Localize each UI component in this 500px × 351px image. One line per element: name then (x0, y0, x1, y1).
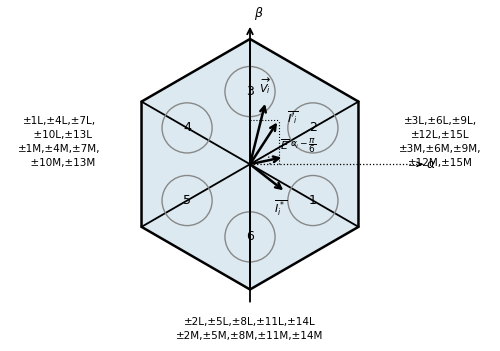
Text: $\overline{I^*_i}$: $\overline{I^*_i}$ (274, 198, 287, 218)
Text: 2: 2 (309, 121, 317, 134)
Text: ±2L,±5L,±8L,±11L,±14L
±2M,±5M,±8M,±11M,±14M: ±2L,±5L,±8L,±11L,±14L ±2M,±5M,±8M,±11M,±… (176, 317, 324, 341)
Text: 5: 5 (183, 194, 191, 207)
Text: ±1L,±4L,±7L,
  ±10L,±13L
±1M,±4M,±7M,
  ±10M,±13M: ±1L,±4L,±7L, ±10L,±13L ±1M,±4M,±7M, ±10M… (18, 116, 101, 168)
Polygon shape (142, 39, 358, 290)
Text: $\overrightarrow{V_i}$: $\overrightarrow{V_i}$ (260, 76, 272, 96)
Text: ±3L,±6L,±9L,
±12L,±15L
±3M,±6M,±9M,
±12M,±15M: ±3L,±6L,±9L, ±12L,±15L ±3M,±6M,±9M, ±12M… (399, 116, 481, 168)
Text: 3: 3 (246, 85, 254, 98)
Text: $\overline{E}$: $\overline{E}$ (280, 137, 289, 152)
Text: $\alpha_i-\dfrac{\pi}{6}$: $\alpha_i-\dfrac{\pi}{6}$ (290, 137, 317, 155)
Text: α: α (426, 158, 435, 171)
Text: 6: 6 (246, 230, 254, 243)
Text: β: β (254, 7, 262, 20)
Text: 1: 1 (309, 194, 317, 207)
Text: 4: 4 (183, 121, 191, 134)
Text: $\overline{I'_i}$: $\overline{I'_i}$ (288, 109, 298, 126)
